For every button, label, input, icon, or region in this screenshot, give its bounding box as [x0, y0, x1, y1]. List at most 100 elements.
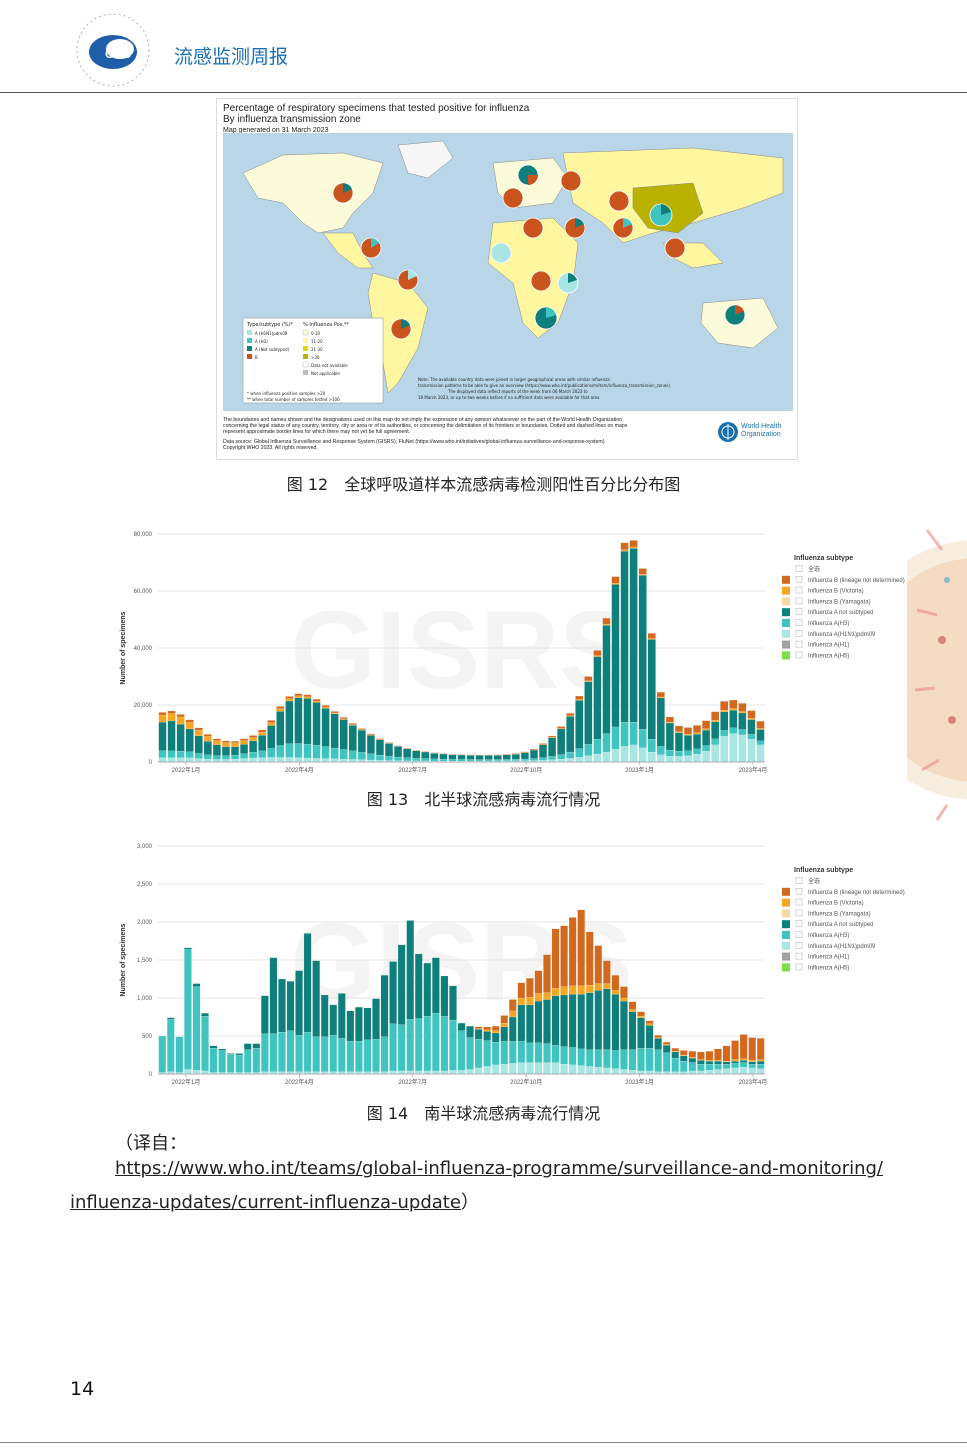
nh-bar-segment [738, 711, 747, 714]
nh-bar-segment [321, 705, 330, 708]
sh-bar-segment [757, 1059, 765, 1062]
nh-bar-segment [203, 759, 212, 763]
sh-bar-segment [449, 985, 457, 1021]
sh-bar-segment [509, 1041, 517, 1064]
sh-bar-segment [201, 1016, 209, 1072]
nh-x-tick-label: 2022年1月 [172, 766, 201, 774]
sh-bar-segment [295, 970, 303, 1036]
sh-y-tick-label: 0 [149, 1072, 153, 1078]
nh-bar-segment [249, 740, 258, 753]
nh-bar-segment [194, 758, 203, 763]
nh-bar-segment [357, 730, 366, 753]
nh-bar-segment [212, 744, 221, 756]
nh-bar-segment [665, 722, 674, 751]
nh-bar-segment [756, 721, 765, 729]
nh-watermark: GISRS [290, 589, 632, 712]
sh-bar-segment [517, 997, 526, 1005]
sh-bar-segment [688, 1051, 697, 1058]
sh-bar-segment [269, 957, 278, 1034]
nh-bar-segment [502, 759, 511, 761]
nh-bar-segment [611, 749, 620, 763]
sh-bar-segment [551, 1045, 560, 1063]
sh-bar-segment [372, 1038, 380, 1072]
influenza-world-map: Percentage of respiratory specimens that… [216, 98, 798, 460]
nh-bar-segment [647, 751, 656, 763]
nh-bar-segment [249, 757, 258, 763]
sh-bar-segment [483, 1026, 491, 1030]
sh-bar-segment [577, 909, 585, 986]
nh-bar-segment [348, 723, 357, 725]
nh-bar-segment [212, 740, 221, 745]
sh-bar-segment [671, 1051, 679, 1059]
nh-bar-segment [231, 741, 239, 743]
source-url-line-1[interactable]: https://www.who.int/teams/global-influen… [115, 1158, 883, 1179]
sh-bar-segment [577, 1048, 585, 1066]
legend-pos-5: Data not available [311, 363, 348, 368]
nh-bar-segment [276, 745, 285, 758]
sh-bar-segment [184, 947, 192, 950]
sh-bar-segment [491, 1026, 500, 1031]
nh-bar-segment [584, 676, 593, 681]
sh-bar-segment [534, 993, 543, 1002]
sh-bar-segment [295, 1035, 303, 1072]
nh-bar-segment [602, 733, 611, 753]
sh-bar-segment [218, 1050, 226, 1073]
nh-bar-segment [394, 756, 403, 761]
sh-legend-swatch [782, 887, 790, 896]
nh-bar-segment [185, 722, 194, 730]
source-url-line-2[interactable]: influenza-updates/current-influenza-upda… [70, 1192, 461, 1213]
nh-bar-segment [475, 759, 484, 762]
sh-bar-segment [440, 1070, 449, 1075]
sh-x-tick-label: 2022年4月 [285, 1078, 314, 1086]
nh-bar-segment [530, 749, 538, 759]
sh-x-tick-label: 2022年7月 [398, 1078, 427, 1086]
southern-hemisphere-chart: GISRS05001,0001,5002,0002,5003,000Number… [120, 844, 905, 1086]
sh-bar-segment [594, 983, 602, 991]
sh-bar-segment [568, 917, 577, 986]
who-label-1: World Health [741, 423, 782, 430]
sh-bar-segment [637, 1016, 645, 1018]
nh-bar-segment [702, 720, 711, 729]
nh-bar-segment [185, 728, 194, 752]
sh-legend-checkbox [795, 952, 803, 960]
nh-bar-segment [276, 708, 285, 712]
sh-bar-segment [697, 1064, 705, 1072]
sh-bar-segment [457, 1070, 466, 1075]
nh-bar-segment [756, 729, 765, 741]
nh-bar-segment [285, 743, 294, 758]
sh-bar-segment [603, 960, 611, 984]
nh-bar-segment [212, 755, 221, 760]
sh-x-tick-label: 2022年1月 [172, 1078, 201, 1086]
nh-bar-segment [231, 755, 239, 760]
nh-bar-segment [620, 549, 629, 552]
nh-bar-segment [203, 736, 212, 742]
nh-bar-segment [675, 731, 683, 733]
sh-bar-segment [637, 1011, 645, 1017]
nh-bar-segment [520, 752, 529, 760]
nh-legend-item: Influenza B (lineage not determined) [808, 578, 905, 584]
sh-bar-segment [739, 1067, 748, 1075]
figure-13-caption: 图 13 北半球流感病毒流行情况 [366, 790, 601, 809]
nh-bar-segment [566, 715, 575, 717]
nh-legend-checkbox [795, 619, 803, 626]
sh-bar-segment [551, 1062, 560, 1075]
nh-bar-segment [203, 741, 212, 755]
nh-bar-segment [212, 738, 221, 741]
sh-bar-segment [543, 954, 551, 993]
nh-legend-item: Influenza A(H1N1)pdm09 [808, 632, 876, 638]
sh-bar-segment [577, 1065, 585, 1075]
nh-legend-checkbox [795, 608, 803, 615]
sh-bar-segment [517, 1062, 526, 1075]
sh-bar-segment [628, 1070, 637, 1075]
nh-bar-segment [294, 697, 303, 744]
nh-bar-segment [602, 617, 611, 625]
nh-bar-segment [385, 742, 393, 744]
nh-bar-segment [158, 714, 167, 723]
sh-bar-segment [466, 1037, 474, 1070]
sh-bar-segment [278, 978, 286, 1033]
sh-bar-segment [526, 1042, 534, 1063]
nh-bar-segment [711, 720, 720, 722]
sh-bar-segment [748, 1060, 756, 1062]
nh-bar-segment [629, 722, 638, 745]
sh-bar-segment [697, 1051, 705, 1060]
